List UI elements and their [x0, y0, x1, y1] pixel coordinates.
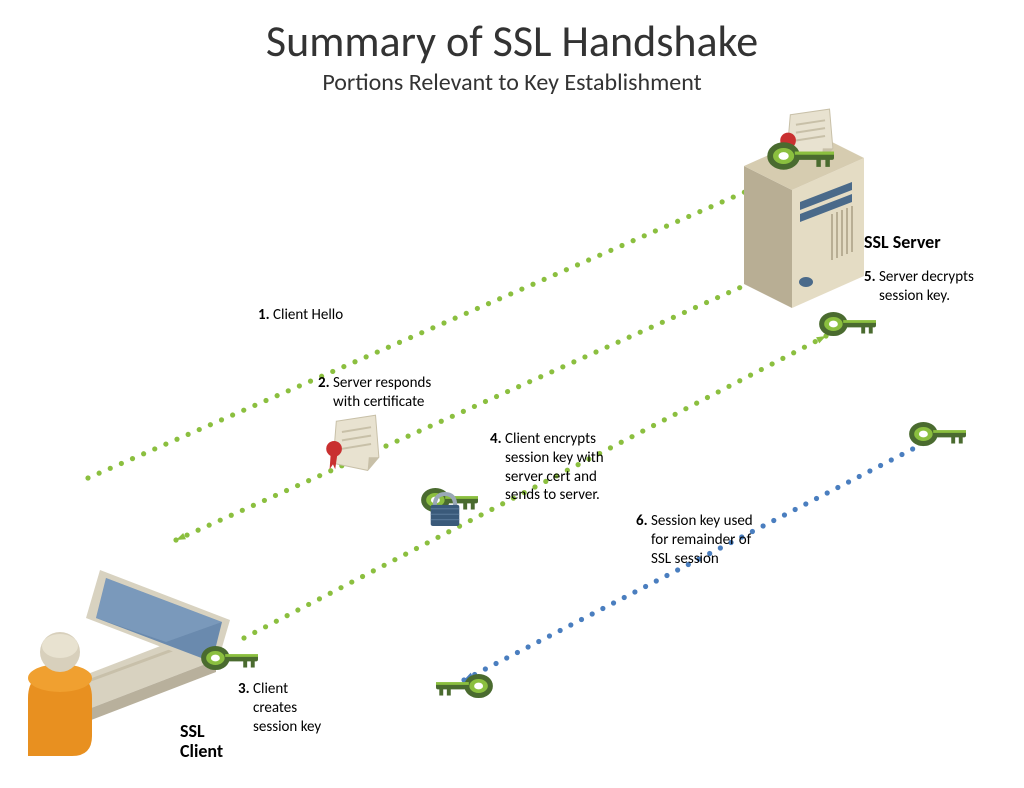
key-lock-icon	[420, 486, 492, 530]
step-label-4: 4. Client encrypts4. session key with4. …	[490, 430, 604, 505]
server-label: SSL Server	[864, 233, 941, 253]
step-label-2: 2. Server responds2. with certificate	[318, 374, 431, 412]
step-label-6: 6. Session key used6. for remainder of6.…	[636, 512, 753, 568]
diagram-title: Summary of SSL Handshake	[0, 14, 1024, 68]
key-icon	[200, 644, 260, 672]
key-icon	[434, 672, 494, 700]
step-label-1: 1. Client Hello	[258, 306, 343, 325]
client-label: SSLClient	[180, 722, 223, 762]
key-icon	[818, 310, 878, 338]
key-icon	[908, 420, 968, 448]
step-label-5: 5. Server decrypts5. session key.	[864, 268, 974, 306]
step-label-3: 3. Client3. creates3. session key	[238, 680, 321, 736]
key-icon	[766, 140, 836, 172]
certificate-icon	[324, 414, 380, 474]
diagram-subtitle: Portions Relevant to Key Establishment	[0, 68, 1024, 97]
